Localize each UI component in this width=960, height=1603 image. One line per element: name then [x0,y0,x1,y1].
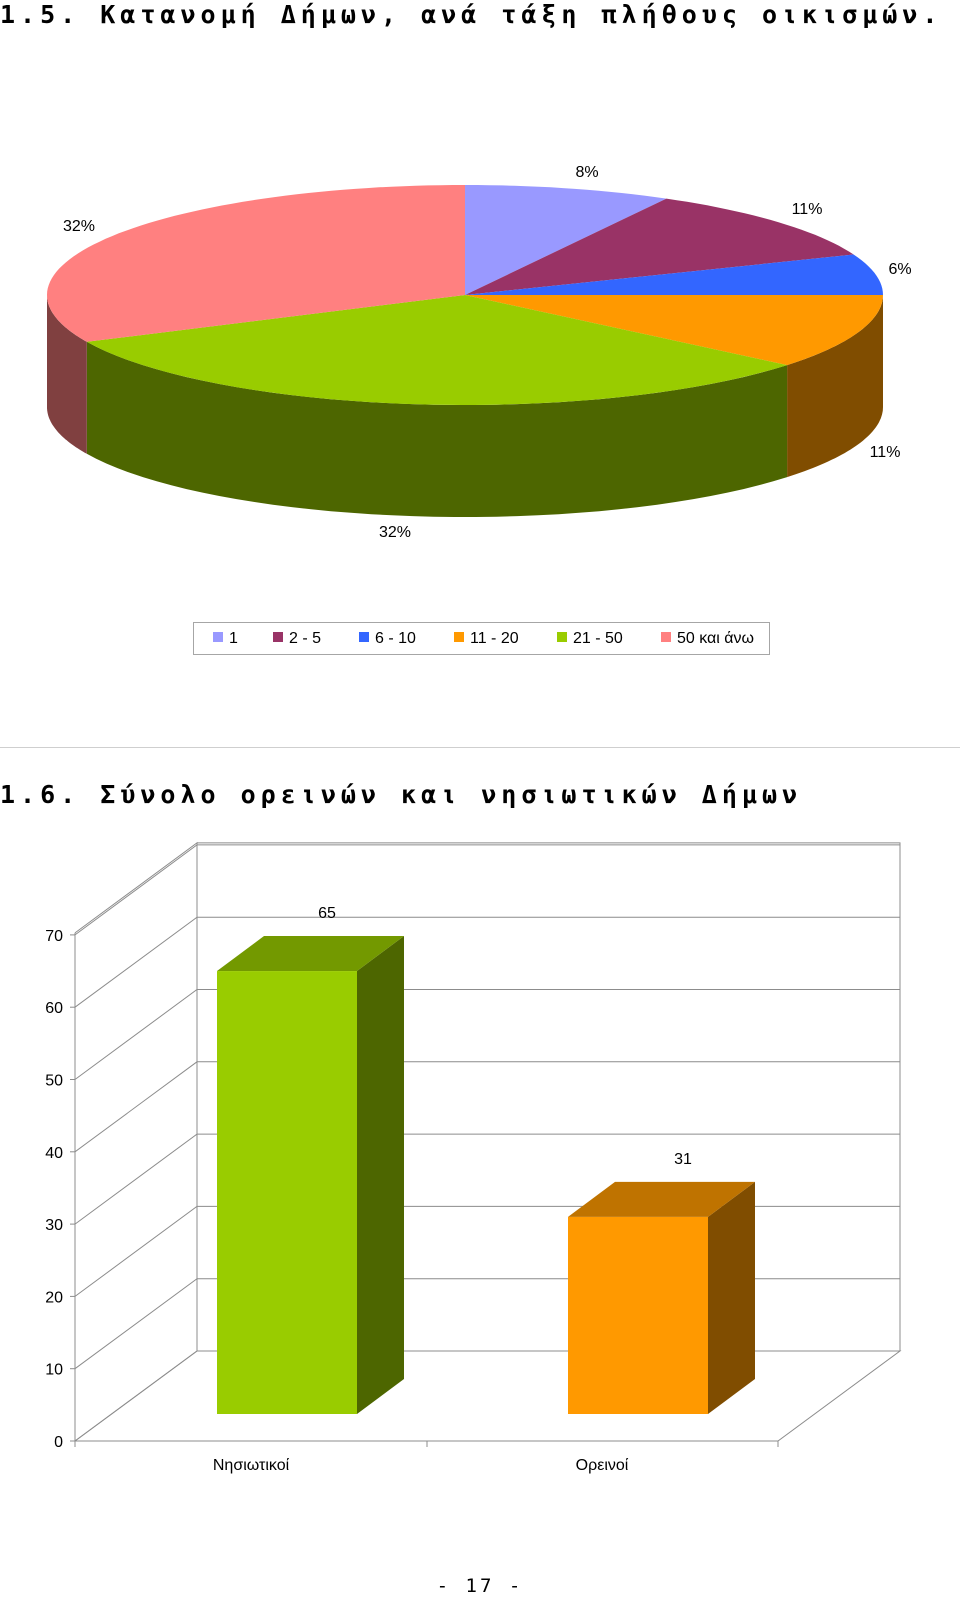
chart-walls [73,841,902,1442]
ytick-label-2: 20 [45,1289,63,1306]
bar-data-label-1: 31 [674,1151,692,1168]
pie-side-5 [47,295,87,454]
gridline-3 [74,1133,900,1225]
pie-data-label-4: 32% [379,524,411,541]
ytick-label-4: 40 [45,1145,63,1162]
ytick-label-3: 30 [45,1217,63,1234]
pie-top [47,185,883,405]
legend-swatch-2 [359,632,369,642]
pie-labels: 8% 11% 6% 11% 32% 32% [63,164,912,541]
pie-slice-3 [465,295,883,366]
pie-slice-4 [86,295,788,405]
gridline-5 [74,989,900,1080]
pie-side-3 [787,295,883,478]
gridline-2 [74,1205,900,1297]
bar-front-1 [568,1216,708,1414]
bar-chart: 0 10 20 30 40 50 60 70 Νησιωτικοί Ορεινοί 65 31 [45,841,902,1474]
bar-top-0 [217,936,404,972]
bars: 65 31 [217,905,755,1414]
ytick-label-7: 70 [45,928,63,945]
pie-side-4 [86,341,788,517]
legend-label-2: 6 - 10 [375,630,416,647]
pie-chart: 8% 11% 6% 11% 32% 32% 1 2 - 5 6 - 10 11 - 20 21 - … [47,164,912,655]
gridline-1 [74,1278,900,1370]
gridline-4 [74,1061,900,1153]
pie-slice-2 [465,254,883,295]
xtick-label-0: Νησιωτικοί [213,1457,290,1474]
legend-swatch-0 [213,632,223,642]
bar-top-1 [568,1181,755,1217]
x-axis: Νησιωτικοί Ορεινοί [74,1441,779,1474]
ytick-label-6: 60 [45,1000,63,1017]
pie-data-label-2: 6% [888,261,911,278]
ytick-label-1: 10 [45,1362,63,1379]
legend-swatch-5 [661,632,671,642]
legend-swatch-3 [454,632,464,642]
section-title-mountain-island: 1.6. Σύνολο ορεινών και νησιωτικών Δήμων [0,780,803,809]
ytick-label-0: 0 [54,1434,63,1451]
page-number: - 17 - [436,1575,524,1597]
ytick-label-5: 50 [45,1073,63,1090]
pie-data-label-0: 8% [575,164,598,181]
pie-data-label-1: 11% [792,201,823,218]
section-title-distribution: 1.5. Κατανομή Δήμων, ανά τάξη πλήθους οι… [0,0,943,29]
gridline-7 [74,844,900,936]
pie-data-label-3: 11% [870,444,901,461]
pie-slice-1 [465,198,854,295]
legend-label-3: 11 - 20 [470,630,519,647]
xtick-label-1: Ορεινοί [576,1457,629,1474]
legend-label-5: 50 και άνω [677,630,754,647]
pie-slice-0 [465,185,667,295]
bar-data-label-0: 65 [318,905,336,922]
bar-side-1 [708,1181,755,1414]
gridlines: 0 10 20 30 40 50 60 70 [45,844,900,1451]
gridline-6 [74,916,900,1008]
pie-slice-5 [47,185,465,342]
bar-side-0 [357,936,404,1414]
legend-label-4: 21 - 50 [573,630,623,647]
pie-sides [47,295,883,517]
legend-label-0: 1 [229,630,238,647]
legend-swatch-1 [273,632,283,642]
pie-data-label-5: 32% [63,218,95,235]
legend-swatch-4 [557,632,567,642]
bar-front-0 [217,971,357,1414]
section-divider [0,747,960,748]
legend-label-1: 2 - 5 [289,630,321,647]
pie-legend: 1 2 - 5 6 - 10 11 - 20 21 - 50 50 και άνω [193,622,770,655]
